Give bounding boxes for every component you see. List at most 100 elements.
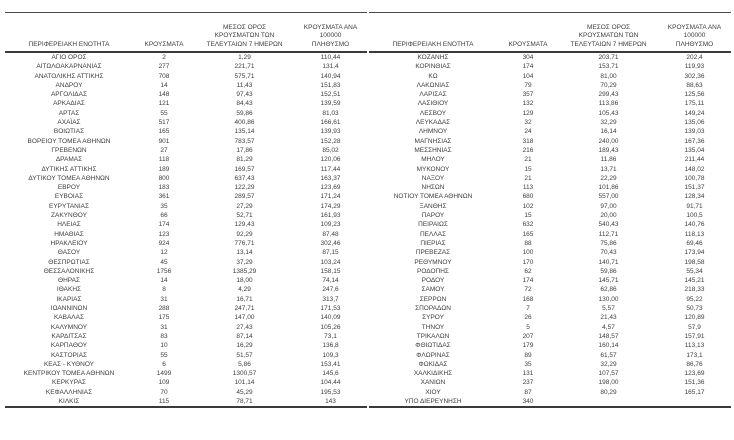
region-name-cell: ΛΑΚΩΝΙΑΣ: [416, 81, 450, 89]
table-row: ΦΩΚΙΔΑΣ 35 32,29 86,76: [369, 360, 731, 369]
cases-cell: 87: [524, 388, 532, 396]
per100k-cell: 143: [325, 397, 336, 405]
cases-cell: 113: [522, 184, 534, 192]
per100k-cell: 140,76: [684, 221, 705, 229]
avg7-cell: 59,86: [600, 267, 617, 275]
avg7-cell: 240,00: [598, 137, 619, 145]
table-row: ΑΡΚΑΔΙΑΣ 121 84,43 139,59: [5, 99, 367, 108]
per100k-cell: 69,46: [686, 239, 703, 247]
per100k-cell: 123,69: [320, 184, 341, 192]
table-row: ΛΗΜΝΟΥ 24 16,14 139,03: [369, 127, 731, 136]
region-name-cell: ΚΕΦΑΛΛΗΝΙΑΣ: [45, 388, 93, 396]
cases-cell: 55: [160, 351, 168, 359]
avg7-cell: 135,14: [234, 128, 255, 136]
region-name-cell: ΑΙΤΩΛΟΑΚΑΡΝΑΝΙΑΣ: [36, 63, 102, 71]
per100k-cell: 109,3: [322, 351, 339, 359]
per100k-cell: 151,83: [320, 81, 341, 89]
table-row: ΥΠΟ ΔΙΕΡΕΥΝΗΣΗ 340: [369, 397, 731, 407]
table-row: ΑΙΤΩΛΟΑΚΑΡΝΑΝΙΑΣ 277 221,71 131,4: [5, 62, 367, 71]
cases-cell: 361: [158, 193, 170, 201]
per100k-cell: 171,24: [320, 193, 341, 201]
avg7-cell: 97,43: [236, 91, 253, 99]
region-name-cell: ΝΗΣΩΝ: [421, 184, 445, 192]
avg7-cell: 189,43: [598, 146, 619, 154]
region-name-cell: ΕΒΡΟΥ: [57, 184, 81, 192]
cases-cell: 66: [160, 212, 168, 220]
cases-cell: 45: [160, 258, 168, 266]
per100k-cell: 109,23: [320, 221, 341, 229]
per100k-cell: 140,09: [320, 314, 341, 322]
per100k-cell: 166,61: [320, 119, 341, 127]
cases-cell: 517: [158, 119, 170, 127]
table-row: ΣΑΜΟΥ 72 62,86 218,33: [369, 285, 731, 294]
cases-cell: 800: [158, 174, 170, 182]
region-name-cell: ΚΑΒΑΛΑΣ: [53, 314, 85, 322]
table-row: ΑΡΤΑΣ 55 59,86 81,03: [5, 109, 367, 118]
avg7-cell: 78,71: [236, 397, 253, 405]
table-row: ΤΡΙΚΑΛΩΝ 207 148,57 157,91: [369, 332, 731, 341]
per100k-cell: 139,59: [320, 100, 341, 108]
table-row: ΑΧΑΪΑΣ 517 400,86 166,61: [5, 118, 367, 127]
avg7-cell: 17,86: [236, 146, 253, 154]
per100k-cell: 87,48: [322, 230, 339, 238]
region-name-cell: ΚΑΛΥΜΝΟΥ: [50, 323, 88, 331]
avg7-cell: 80,29: [600, 388, 617, 396]
cases-cell: 237: [522, 379, 534, 387]
region-name-cell: ΣΠΟΡΑΔΩΝ: [415, 305, 451, 313]
avg7-cell: 147,00: [234, 314, 255, 322]
table-row: ΝΟΤΙΟΥ ΤΟΜΕΑ ΑΘΗΝΩΝ 680 557,00 128,34: [369, 192, 731, 201]
per100k-cell: 302,46: [320, 239, 341, 247]
avg7-cell: 16,29: [236, 342, 253, 350]
table-row: ΛΑΣΙΘΙΟΥ 132 113,86 175,11: [369, 99, 731, 108]
avg7-cell: 13,71: [600, 165, 617, 173]
avg7-cell: 140,71: [598, 258, 619, 266]
per100k-cell: [658, 397, 731, 407]
per100k-cell: 85,02: [322, 146, 339, 154]
cases-cell: 27: [160, 146, 168, 154]
region-name-cell: ΚΩ: [428, 72, 438, 80]
table-row: ΛΕΥΚΑΔΑΣ 32 32,29 135,06: [369, 118, 731, 127]
region-name-cell: ΥΠΟ ΔΙΕΡΕΥΝΗΣΗ: [404, 397, 462, 405]
table-row: ΑΡΓΟΛΙΔΑΣ 148 97,43 152,51: [5, 90, 367, 99]
avg7-cell: 11,86: [600, 156, 617, 164]
table-row: ΑΓΙΟ ΟΡΟΣ 2 1,29 110,44: [5, 52, 367, 62]
per100k-cell: 87,15: [322, 249, 339, 257]
table-row: ΡΟΔΟΠΗΣ 62 59,86 55,34: [369, 267, 731, 276]
table-row: ΕΥΡΥΤΑΝΙΑΣ 35 27,29 174,29: [5, 202, 367, 211]
avg7-cell: 16,71: [236, 295, 253, 303]
region-name-cell: ΛΕΥΚΑΔΑΣ: [415, 119, 451, 127]
region-name-cell: ΖΑΚΥΝΘΟΥ: [51, 212, 87, 220]
avg7-cell: [559, 397, 658, 407]
cases-cell: 174: [158, 221, 170, 229]
table-row: ΜΥΚΟΝΟΥ 15 13,71 148,02: [369, 165, 731, 174]
table-row: ΔΡΑΜΑΣ 118 81,29 120,06: [5, 155, 367, 164]
table-row: ΚΕΡΚΥΡΑΣ 109 101,14 104,44: [5, 378, 367, 387]
region-name-cell: ΠΕΙΡΑΙΩΣ: [418, 221, 448, 229]
cases-cell: 924: [158, 239, 170, 247]
avg7-cell: 37,29: [236, 258, 253, 266]
avg7-cell: 4,57: [602, 323, 615, 331]
per100k-cell: 57,9: [688, 323, 701, 331]
per100k-cell: 151,36: [684, 379, 705, 387]
table-row: ΕΥΒΟΙΑΣ 361 289,57 171,24: [5, 192, 367, 201]
avg7-cell: 84,43: [236, 100, 253, 108]
table-row: ΚΑΡΔΙΤΣΑΣ 83 87,14 73,1: [5, 332, 367, 341]
region-name-cell: ΠΡΕΒΕΖΑΣ: [415, 249, 451, 257]
region-name-cell: ΡΕΘΥΜΝΟΥ: [414, 258, 452, 266]
per100k-cell: 86,76: [686, 360, 703, 368]
per100k-cell: 118,13: [684, 230, 705, 238]
table-row: ΛΑΡΙΣΑΣ 357 299,43 125,56: [369, 90, 731, 99]
region-name-cell: ΣΕΡΡΩΝ: [419, 295, 447, 303]
cases-cell: 168: [522, 295, 534, 303]
region-name-cell: ΡΟΔΟΥ: [421, 277, 445, 285]
avg7-cell: 540,43: [598, 221, 619, 229]
cases-cell: 32: [524, 119, 532, 127]
avg7-cell: 160,14: [598, 342, 619, 350]
cases-cell: 31: [160, 323, 168, 331]
avg7-cell: 575,71: [234, 72, 255, 80]
cases-cell: 165: [522, 230, 534, 238]
per100k-cell: 145,21: [684, 277, 705, 285]
region-name-cell: ΛΑΡΙΣΑΣ: [419, 91, 447, 99]
region-name-cell: ΔΥΤΙΚΟΥ ΤΟΜΕΑ ΑΘΗΝΩΝ: [28, 174, 110, 182]
avg7-cell: 18,00: [236, 277, 253, 285]
